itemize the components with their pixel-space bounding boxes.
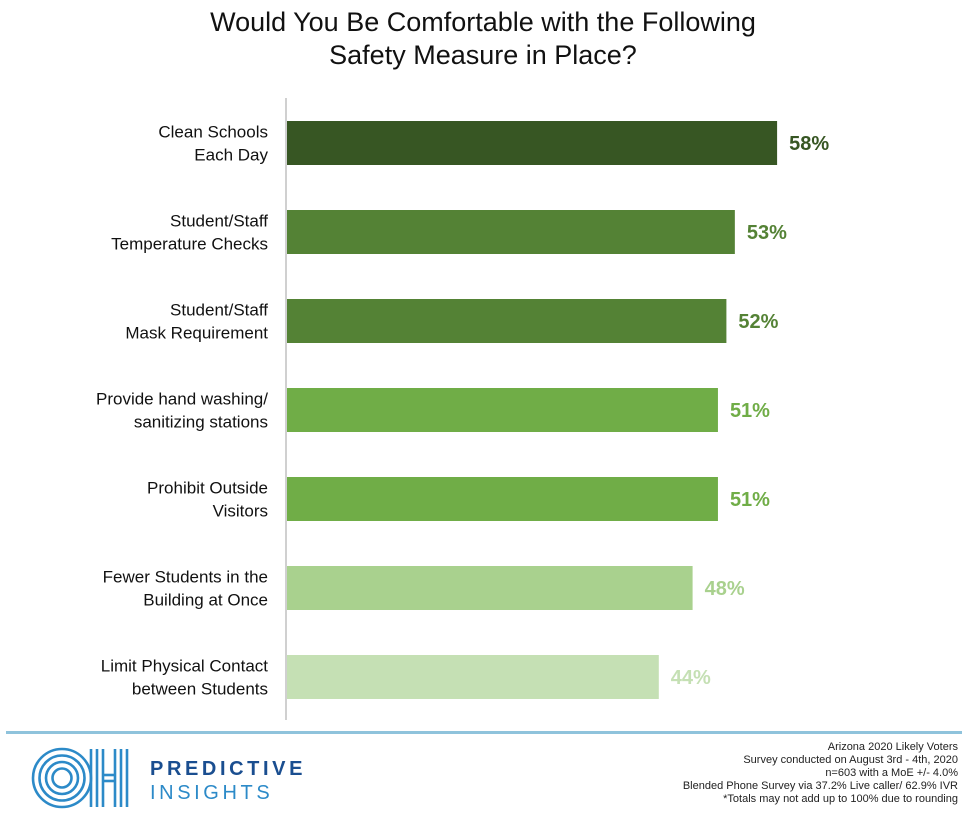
chart-title: Would You Be Comfortable with the Follow…: [0, 6, 966, 72]
bar-chart: 58% Clean Schools Each Day 53% Student/Staff…: [96, 98, 829, 720]
category-label-line: Limit Physical Contact: [101, 657, 269, 676]
category-label-line: Student/Staff: [170, 301, 268, 320]
category-label-2: Student/Staff Mask Requirement: [125, 301, 268, 343]
category-label-line: between Students: [132, 680, 268, 699]
survey-notes: Arizona 2020 Likely Voters Survey conduc…: [683, 741, 958, 806]
brand-line-predictive: PREDICTIVE: [150, 758, 307, 780]
brand-wordmark: PREDICTIVE INSIGHTS: [150, 757, 306, 805]
category-label-5: Fewer Students in the Building at Once: [103, 568, 268, 610]
value-label-5: 48%: [705, 578, 745, 600]
note-line: Survey conducted on August 3rd - 4th, 20…: [743, 754, 958, 766]
category-label-line: Clean Schools: [158, 123, 268, 142]
footer-divider: [6, 731, 962, 734]
chart-title-line-2: Safety Measure in Place?: [329, 40, 637, 70]
category-label-line: Each Day: [194, 146, 268, 165]
category-label-6: Limit Physical Contact between Students: [101, 657, 269, 699]
note-line: Arizona 2020 Likely Voters: [827, 741, 958, 753]
category-label-line: Provide hand washing/: [96, 390, 268, 409]
bar-2: [287, 299, 727, 343]
bar-0: [287, 121, 778, 165]
value-label-1: 53%: [747, 222, 787, 244]
bar-3: [287, 388, 718, 432]
chart-title-line-1: Would You Be Comfortable with the Follow…: [210, 7, 756, 37]
category-label-0: Clean Schools Each Day: [158, 123, 268, 165]
value-label-2: 52%: [738, 311, 778, 333]
bar-4: [287, 477, 718, 521]
category-label-3: Provide hand washing/sanitizing stations: [96, 390, 268, 432]
oh-logo-icon: [31, 747, 129, 809]
value-label-3: 51%: [730, 400, 770, 422]
value-label-6: 44%: [671, 667, 711, 689]
category-label-line: Visitors: [213, 502, 268, 521]
bar-1: [287, 210, 735, 254]
value-label-4: 51%: [730, 489, 770, 511]
bars-group: 58% Clean Schools Each Day 53% Student/Staff…: [96, 121, 829, 699]
category-label-line: Student/Staff: [170, 212, 268, 231]
bar-6: [287, 655, 659, 699]
category-label-line: Temperature Checks: [111, 235, 268, 254]
bar-5: [287, 566, 693, 610]
category-label-line: Prohibit Outside: [147, 479, 268, 498]
value-label-0: 58%: [789, 133, 829, 155]
note-line: n=603 with a MoE +/- 4.0%: [825, 767, 958, 779]
category-label-4: Prohibit Outside Visitors: [147, 479, 268, 521]
category-label-line: Mask Requirement: [125, 324, 268, 343]
note-line: Blended Phone Survey via 37.2% Live call…: [682, 780, 958, 792]
brand-line-insights: INSIGHTS: [150, 782, 274, 804]
note-line: *Totals may not add up to 100% due to ro…: [723, 793, 958, 805]
category-label-1: Student/Staff Temperature Checks: [111, 212, 268, 254]
category-label-line: Fewer Students in the: [103, 568, 268, 587]
category-label-line: sanitizing stations: [134, 413, 268, 432]
category-label-line: Building at Once: [143, 591, 268, 610]
